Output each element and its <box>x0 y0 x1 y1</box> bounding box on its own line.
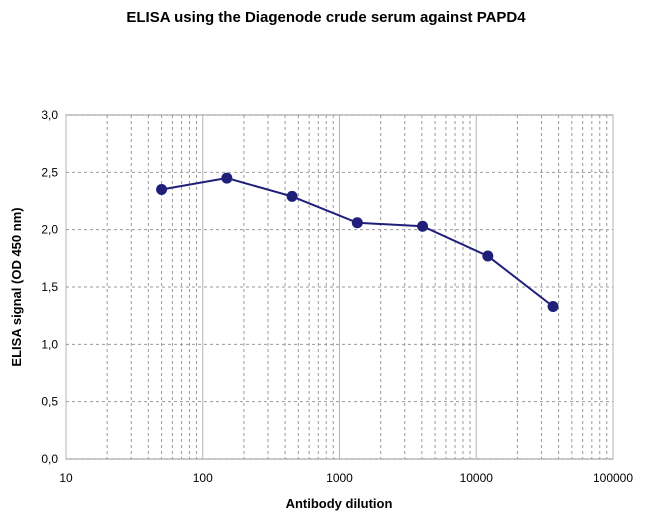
y-tick-label: 1,5 <box>41 280 58 294</box>
chart-title: ELISA using the Diagenode crude serum ag… <box>126 9 526 26</box>
data-point <box>547 300 559 312</box>
data-point <box>482 250 494 262</box>
data-point <box>156 184 168 196</box>
y-tick-label: 1,0 <box>41 337 58 351</box>
y-tick-label: 2,5 <box>41 165 58 179</box>
x-tick-label: 1000 <box>326 471 353 485</box>
y-tick-label: 3,0 <box>41 108 58 122</box>
x-tick-label: 100 <box>193 471 213 485</box>
grid-lines <box>65 114 614 460</box>
x-axis-title: Antibody dilution <box>286 496 393 511</box>
y-axis-title: ELISA signal (OD 450 nm) <box>9 207 24 366</box>
axis-ticks: 10 100 1000 10000 100000 0,0 0,5 1,0 1,5 2,0 2,5 3,… <box>41 108 633 485</box>
x-tick-label: 10000 <box>460 471 494 485</box>
data-point <box>286 190 298 202</box>
data-point <box>221 172 233 184</box>
data-point <box>351 217 363 229</box>
data-point <box>417 220 429 232</box>
y-tick-label: 2,0 <box>41 223 58 237</box>
x-tick-label: 100000 <box>593 471 633 485</box>
y-tick-label: 0,5 <box>41 395 58 409</box>
data-series <box>156 172 559 312</box>
x-tick-label: 10 <box>59 471 73 485</box>
y-tick-label: 0,0 <box>41 452 58 466</box>
